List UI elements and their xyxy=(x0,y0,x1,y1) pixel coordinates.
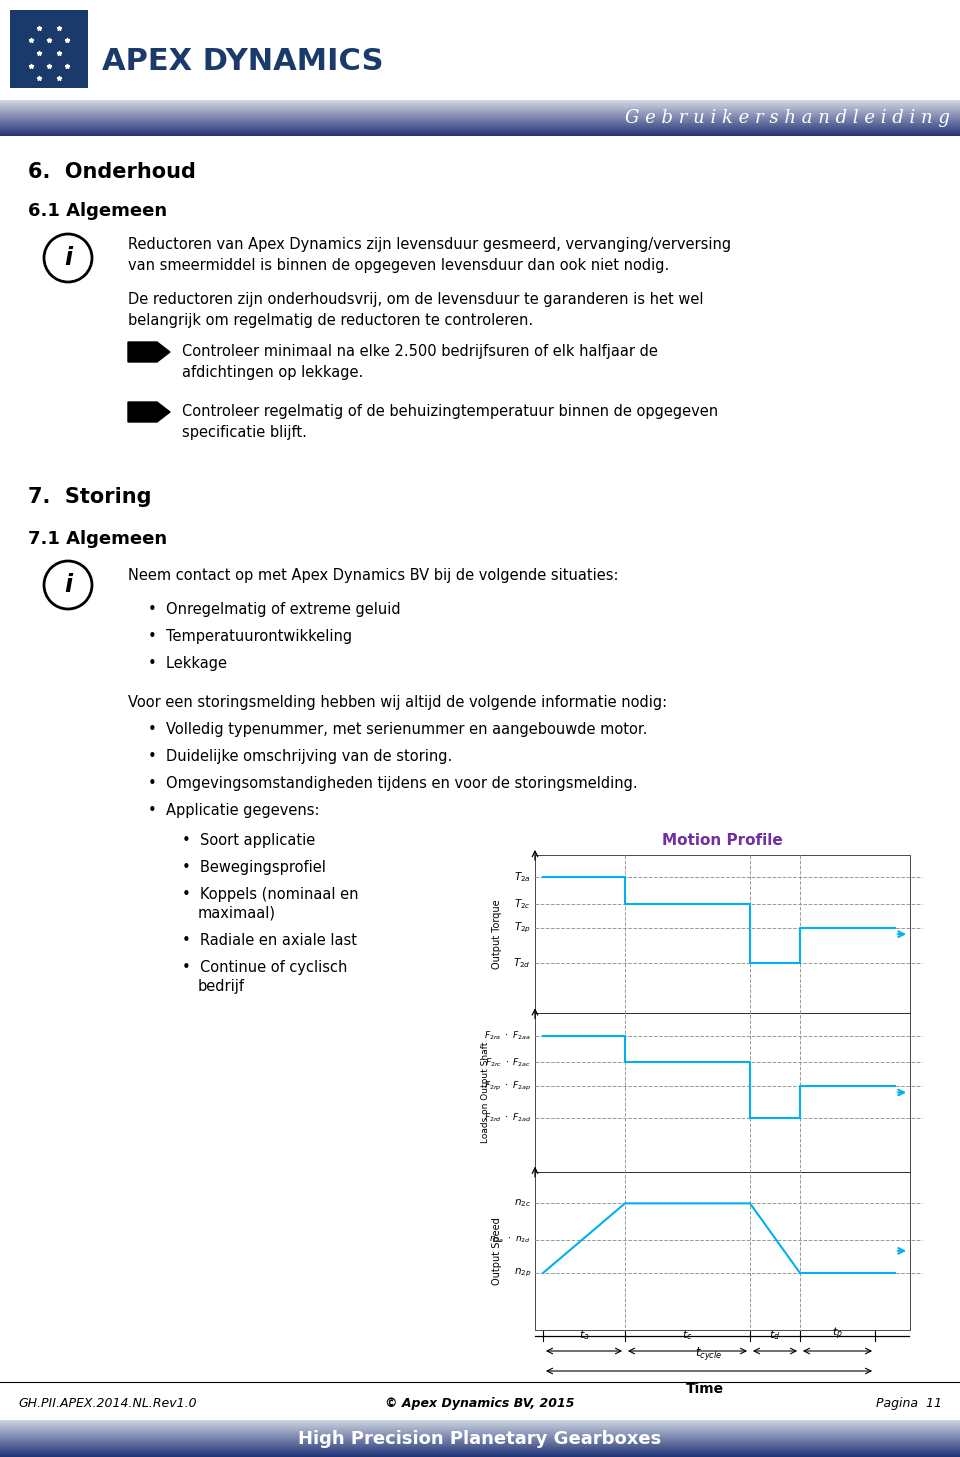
Text: $t_c$: $t_c$ xyxy=(683,1329,693,1342)
Text: 7.1 Algemeen: 7.1 Algemeen xyxy=(28,530,167,548)
Text: •  Soort applicatie: • Soort applicatie xyxy=(182,833,315,848)
Text: •  Omgevingsomstandigheden tijdens en voor de storingsmelding.: • Omgevingsomstandigheden tijdens en voo… xyxy=(148,777,637,791)
Text: $t_d$: $t_d$ xyxy=(769,1329,780,1342)
Text: Time: Time xyxy=(686,1383,724,1396)
FancyArrow shape xyxy=(128,342,170,361)
Text: $n_{2c}$: $n_{2c}$ xyxy=(514,1198,531,1209)
Bar xyxy=(535,1013,910,1171)
Text: Controleer regelmatig of de behuizingtemperatuur binnen de opgegeven
specificati: Controleer regelmatig of de behuizingtem… xyxy=(182,404,718,440)
Text: bedrijf: bedrijf xyxy=(198,979,245,994)
Text: De reductoren zijn onderhoudsvrij, om de levensduur te garanderen is het wel
bel: De reductoren zijn onderhoudsvrij, om de… xyxy=(128,291,704,328)
Bar xyxy=(10,10,88,87)
Text: •  Onregelmatig of extreme geluid: • Onregelmatig of extreme geluid xyxy=(148,602,400,616)
Text: i: i xyxy=(64,246,72,270)
Text: i: i xyxy=(64,573,72,597)
Text: G e b r u i k e r s h a n d l e i d i n g: G e b r u i k e r s h a n d l e i d i n … xyxy=(625,109,950,127)
Text: •  Bewegingsprofiel: • Bewegingsprofiel xyxy=(182,860,325,876)
Text: $t_{cycle}$: $t_{cycle}$ xyxy=(695,1345,723,1362)
Text: $n_{2p}$: $n_{2p}$ xyxy=(514,1266,531,1279)
Text: Output Torque: Output Torque xyxy=(492,899,502,969)
Text: •  Duidelijke omschrijving van de storing.: • Duidelijke omschrijving van de storing… xyxy=(148,749,452,763)
Text: $T_{2d}$: $T_{2d}$ xyxy=(514,956,531,969)
Text: •  Koppels (nominaal en: • Koppels (nominaal en xyxy=(182,887,358,902)
Text: GH.PII.APEX.2014.NL.Rev1.0: GH.PII.APEX.2014.NL.Rev1.0 xyxy=(18,1397,197,1410)
Text: $T_{2a}$: $T_{2a}$ xyxy=(514,870,531,884)
Bar xyxy=(535,1171,910,1330)
Text: $t_p$: $t_p$ xyxy=(832,1326,843,1342)
Bar xyxy=(535,855,910,1013)
Text: APEX DYNAMICS: APEX DYNAMICS xyxy=(102,48,383,77)
Text: $F_{2rd}\ \cdot\ F_{2ad}$: $F_{2rd}\ \cdot\ F_{2ad}$ xyxy=(484,1112,531,1125)
Text: $T_{2p}$: $T_{2p}$ xyxy=(514,921,531,935)
Text: $n_{2a}\ \cdot\ n_{2d}$: $n_{2a}\ \cdot\ n_{2d}$ xyxy=(490,1234,531,1244)
Text: Voor een storingsmelding hebben wij altijd de volgende informatie nodig:: Voor een storingsmelding hebben wij alti… xyxy=(128,695,667,710)
Text: $F_{2rc}\ \cdot\ F_{2ac}$: $F_{2rc}\ \cdot\ F_{2ac}$ xyxy=(485,1056,531,1068)
Text: Neem contact op met Apex Dynamics BV bij de volgende situaties:: Neem contact op met Apex Dynamics BV bij… xyxy=(128,568,618,583)
Text: $F_{2rp}\ \cdot\ F_{2ap}$: $F_{2rp}\ \cdot\ F_{2ap}$ xyxy=(484,1080,531,1093)
Text: © Apex Dynamics BV, 2015: © Apex Dynamics BV, 2015 xyxy=(385,1397,575,1410)
Text: High Precision Planetary Gearboxes: High Precision Planetary Gearboxes xyxy=(299,1429,661,1448)
Text: 7.  Storing: 7. Storing xyxy=(28,487,152,507)
Text: •  Temperatuurontwikkeling: • Temperatuurontwikkeling xyxy=(148,629,352,644)
Text: $T_{2c}$: $T_{2c}$ xyxy=(515,898,531,911)
Text: 6.  Onderhoud: 6. Onderhoud xyxy=(28,162,196,182)
Text: •  Continue of cyclisch: • Continue of cyclisch xyxy=(182,960,348,975)
FancyArrow shape xyxy=(128,402,170,423)
Text: 6.1 Algemeen: 6.1 Algemeen xyxy=(28,203,167,220)
Text: Controleer minimaal na elke 2.500 bedrijfsuren of elk halfjaar de
afdichtingen o: Controleer minimaal na elke 2.500 bedrij… xyxy=(182,344,658,380)
Text: $F_{2ra}\ \cdot\ F_{2aa}$: $F_{2ra}\ \cdot\ F_{2aa}$ xyxy=(485,1029,531,1042)
Text: •  Applicatie gegevens:: • Applicatie gegevens: xyxy=(148,803,320,817)
Text: Output Speed: Output Speed xyxy=(492,1217,502,1285)
Text: •  Volledig typenummer, met serienummer en aangebouwde motor.: • Volledig typenummer, met serienummer e… xyxy=(148,723,647,737)
Text: •  Lekkage: • Lekkage xyxy=(148,656,227,672)
Text: Reductoren van Apex Dynamics zijn levensduur gesmeerd, vervanging/verversing
van: Reductoren van Apex Dynamics zijn levens… xyxy=(128,237,732,272)
Text: maximaal): maximaal) xyxy=(198,906,276,921)
Text: $t_a$: $t_a$ xyxy=(579,1329,589,1342)
Text: •  Radiale en axiale last: • Radiale en axiale last xyxy=(182,932,357,949)
Text: Motion Profile: Motion Profile xyxy=(662,833,782,848)
Text: Pagina  11: Pagina 11 xyxy=(876,1397,942,1410)
Text: Loads on Output Shaft: Loads on Output Shaft xyxy=(481,1042,490,1144)
